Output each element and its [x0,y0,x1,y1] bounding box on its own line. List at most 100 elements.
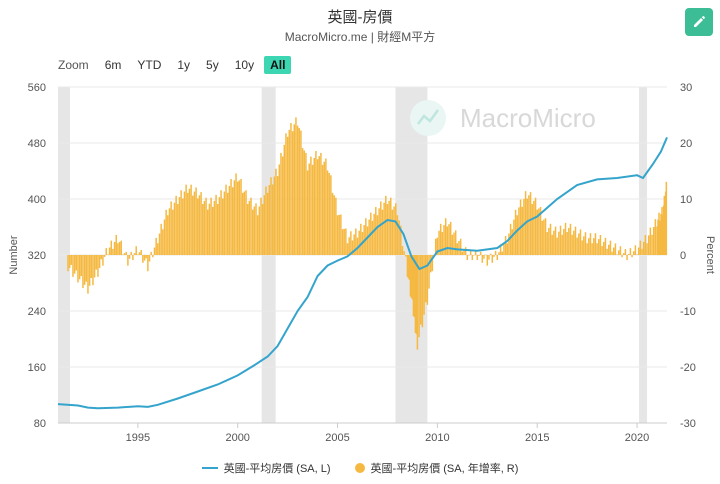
zoom-10y-button[interactable]: 10y [234,58,255,72]
yoy-bar [145,255,147,259]
yoy-bar [446,226,449,255]
yoy-bar [231,187,234,255]
yoy-bar [311,164,314,255]
yoy-bar [511,229,514,255]
yoy-bar [588,238,590,255]
zoom-6m-button[interactable]: 6m [104,58,122,72]
yoy-bar [401,246,404,255]
legend-item-yoy[interactable]: 英國-平均房價 (SA, 年增率, R) [354,460,518,476]
yoy-bar [246,204,249,255]
watermark-chart-icon [417,109,440,125]
yoy-bar [409,255,412,297]
legend-item-price[interactable]: 英國-平均房價 (SA, L) [201,460,331,476]
yoy-bar [375,207,377,255]
yoy-bar [573,230,575,255]
yoy-bar [190,184,192,255]
yoy-bar [117,243,119,255]
yoy-bar [68,255,71,269]
yoy-bar [606,248,608,255]
yoy-bar [260,197,262,255]
yoy-bar [461,251,464,255]
yoy-bar [281,156,284,255]
yoy-bar [202,204,204,255]
yoy-bar [341,229,344,255]
yoy-bar [157,243,159,255]
yoy-bar [325,158,327,255]
yoy-bar [569,223,572,255]
yoy-bar [290,123,292,255]
yoy-bar [598,239,600,255]
yoy-bar [665,181,668,255]
yoy-bar [315,151,317,255]
yoy-bar [627,254,630,255]
zoom-1y-button[interactable]: 1y [177,58,191,72]
yoy-bar [128,255,131,259]
yoy-bar [543,219,545,255]
yoy-bar [538,208,540,255]
yoy-bar [551,234,553,255]
yoy-bar [216,204,219,255]
yoy-bar [390,197,392,255]
yoy-bar [273,176,276,255]
yoy-bar [248,200,251,255]
yoy-bar [466,255,469,261]
yoy-bar [578,233,580,255]
yoy-bar [493,255,495,257]
yoy-bar [240,179,242,255]
zoom-all-button[interactable]: All [264,56,292,74]
yoy-bar [268,185,271,255]
y-right-tick-label: -10 [680,306,696,318]
yoy-bar [223,191,226,255]
yoy-bar [400,225,402,255]
yoy-bar [583,236,585,255]
yoy-bar [132,255,134,261]
yoy-bar [300,130,302,255]
y-left-tick-label: 320 [28,250,46,262]
yoy-bar [544,218,547,255]
yoy-bar [220,190,222,255]
yoy-bar [576,237,578,255]
edit-button[interactable] [685,8,713,36]
yoy-bar [566,232,568,255]
yoy-bar [351,240,354,255]
yoy-bar [83,255,86,285]
yoy-bar [649,227,652,255]
yoy-bar [546,232,548,255]
yoy-bar [303,150,306,255]
yoy-bar [283,144,286,255]
yoy-bar [381,209,384,255]
yoy-bar [531,204,533,255]
yoy-bar [453,232,455,255]
zoom-ytd-button[interactable]: YTD [137,58,162,72]
yoy-bar [135,246,137,255]
yoy-bar [403,251,405,255]
yoy-bar [182,198,184,255]
yoy-bar [647,235,650,255]
series-line-price [57,137,668,410]
yoy-bar [320,152,322,255]
yoy-bar [579,229,582,255]
x-tick-label: 2010 [425,432,449,444]
yoy-bar [516,215,518,255]
yoy-bar [115,235,117,255]
yoy-bar [385,195,387,255]
yoy-bar [553,230,555,255]
yoy-bar [203,200,206,255]
yoy-bar [346,243,349,255]
yoy-bar [639,240,642,255]
legend-line-swatch [201,467,218,469]
yoy-bar [478,255,480,256]
yoy-bar [434,238,437,255]
yoy-bar [464,247,467,255]
yoy-bar [654,219,657,255]
y-right-tick-label: 20 [680,138,692,150]
yoy-bar [429,255,432,273]
yoy-bar [378,208,380,255]
yoy-bar [476,255,479,261]
yoy-bar [383,202,385,255]
y-left-tick-label: 80 [34,418,46,430]
x-tick-label: 2000 [225,432,249,444]
yoy-bar [110,240,112,255]
yoy-bar [554,226,557,255]
zoom-5y-button[interactable]: 5y [206,58,219,72]
